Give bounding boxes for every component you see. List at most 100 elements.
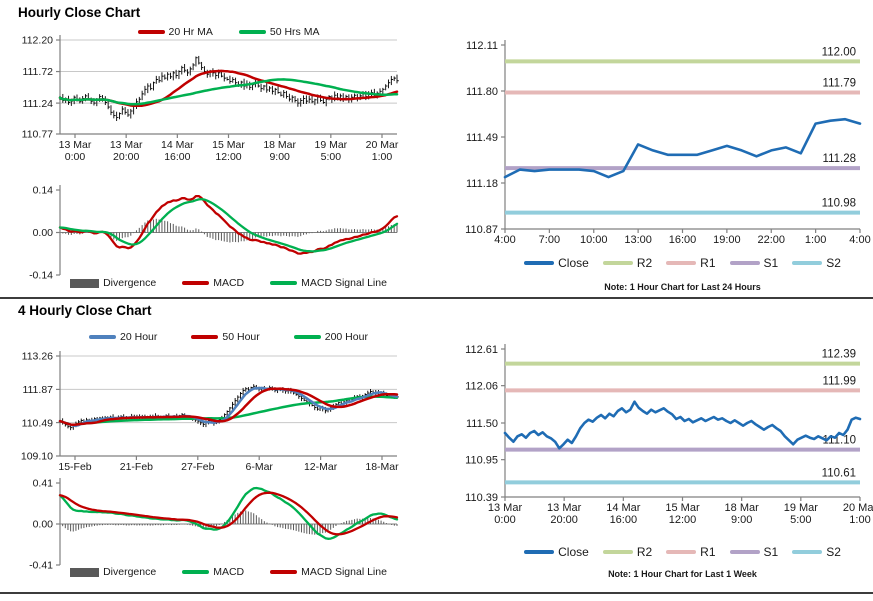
section-divider-bottom: [0, 592, 873, 594]
svg-text:12:00: 12:00: [669, 514, 697, 526]
legend-label: R1: [700, 256, 716, 270]
legend-item-r1: R1: [666, 545, 716, 559]
svg-text:0.00: 0.00: [33, 227, 54, 239]
svg-text:19 Mar: 19 Mar: [784, 502, 819, 514]
bar-swatch-icon: [70, 278, 100, 288]
svg-text:20 Mar: 20 Mar: [366, 139, 399, 151]
legend-label: R1: [700, 545, 716, 559]
svg-text:4:00: 4:00: [494, 234, 515, 246]
svg-text:110.95: 110.95: [465, 455, 498, 467]
legend-label: S2: [826, 256, 841, 270]
svg-text:13 Mar: 13 Mar: [547, 502, 582, 514]
legend-item-r1: R1: [666, 256, 716, 270]
legend-item-200-hour: 200 Hour: [293, 331, 368, 343]
svg-text:5:00: 5:00: [321, 151, 342, 163]
legend-label: MACD: [213, 277, 245, 289]
svg-text:111.18: 111.18: [466, 178, 498, 190]
svg-text:111.87: 111.87: [22, 384, 53, 396]
svg-text:19:00: 19:00: [713, 234, 741, 246]
svg-text:111.50: 111.50: [466, 418, 498, 430]
20-hr-ma-line: [58, 69, 399, 108]
svg-text:15 Mar: 15 Mar: [212, 139, 245, 151]
line-swatch-icon: [182, 570, 210, 574]
legend-item-r2: R2: [602, 545, 652, 559]
legend-item-s1: S1: [729, 545, 779, 559]
pivot-24h-note: Note: 1 Hour Chart for Last 24 Hours: [604, 282, 761, 292]
svg-text:20:00: 20:00: [550, 514, 578, 526]
svg-text:16:00: 16:00: [610, 514, 638, 526]
legend-label: 20 Hr MA: [168, 26, 213, 38]
svg-text:6-Mar: 6-Mar: [245, 461, 273, 473]
svg-text:13 Mar: 13 Mar: [110, 139, 143, 151]
level-label-s2: 110.98: [822, 198, 856, 210]
svg-text:9:00: 9:00: [731, 514, 752, 526]
legend-label: Divergence: [103, 566, 157, 578]
200-hour-line: [58, 395, 399, 427]
legend-item-macd-signal-line: MACD Signal Line: [270, 566, 387, 578]
line-swatch-icon: [270, 570, 298, 574]
svg-text:21-Feb: 21-Feb: [120, 461, 153, 473]
line-swatch-icon: [792, 550, 823, 554]
svg-text:19 Mar: 19 Mar: [314, 139, 347, 151]
hourly-chart-title: Hourly Close Chart: [18, 5, 141, 20]
legend-label: Close: [558, 256, 589, 270]
svg-text:111.49: 111.49: [466, 132, 498, 144]
svg-text:1:00: 1:00: [849, 514, 870, 526]
svg-text:109.10: 109.10: [21, 451, 53, 463]
20-hour-line: [58, 386, 399, 427]
legend-item-close: Close: [524, 256, 589, 270]
level-label-r2: 112.00: [822, 46, 856, 58]
four-hourly-price-legend: 20 Hour 50 Hour 200 Hour: [60, 331, 397, 343]
svg-text:15-Feb: 15-Feb: [58, 461, 91, 473]
svg-text:111.72: 111.72: [22, 66, 53, 78]
pivot-week-note: Note: 1 Hour Chart for Last 1 Week: [608, 569, 757, 579]
level-label-s2: 110.61: [822, 467, 856, 479]
svg-text:112.06: 112.06: [465, 381, 498, 393]
svg-text:10:00: 10:00: [580, 234, 608, 246]
hourly-price-legend: 20 Hr MA 50 Hrs MA: [60, 26, 397, 38]
svg-text:5:00: 5:00: [790, 514, 811, 526]
line-swatch-icon: [89, 335, 117, 339]
svg-text:18 Mar: 18 Mar: [725, 502, 760, 514]
legend-item-close: Close: [524, 545, 589, 559]
legend-label: Close: [558, 545, 589, 559]
line-swatch-icon: [524, 261, 555, 265]
legend-item-divergence: Divergence: [70, 277, 156, 289]
legend-label: S1: [763, 256, 779, 270]
line-swatch-icon: [293, 335, 321, 339]
50-hour-line: [58, 387, 399, 427]
svg-text:13 Mar: 13 Mar: [59, 139, 92, 151]
level-label-r2: 112.39: [822, 349, 856, 361]
svg-text:112.11: 112.11: [466, 40, 498, 52]
line-swatch-icon: [792, 261, 823, 265]
hourly-macd-legend: Divergence MACD MACD Signal Line: [60, 277, 397, 289]
legend-label: MACD: [213, 566, 245, 578]
svg-text:-0.14: -0.14: [29, 270, 53, 282]
svg-text:22:00: 22:00: [757, 234, 785, 246]
legend-item-50-hour: 50 Hour: [191, 331, 260, 343]
legend-label: S2: [826, 545, 841, 559]
svg-text:14 Mar: 14 Mar: [161, 139, 194, 151]
legend-item-20-hour: 20 Hour: [89, 331, 157, 343]
svg-text:110.49: 110.49: [22, 417, 53, 429]
legend-item-20-hr-ma: 20 Hr MA: [137, 26, 213, 38]
svg-text:18 Mar: 18 Mar: [263, 139, 296, 151]
svg-text:7:00: 7:00: [539, 234, 560, 246]
svg-text:15 Mar: 15 Mar: [665, 502, 700, 514]
legend-item-s1: S1: [729, 256, 779, 270]
legend-item-s2: S2: [792, 545, 841, 559]
svg-text:12-Mar: 12-Mar: [304, 461, 338, 473]
legend-item-s2: S2: [792, 256, 841, 270]
svg-text:16:00: 16:00: [669, 234, 697, 246]
legend-item-divergence: Divergence: [70, 566, 156, 578]
legend-item-macd-signal-line: MACD Signal Line: [270, 277, 387, 289]
legend-label: 20 Hour: [120, 331, 158, 343]
svg-text:0.41: 0.41: [33, 478, 54, 490]
line-swatch-icon: [729, 550, 760, 554]
legend-label: S1: [763, 545, 779, 559]
svg-text:-0.41: -0.41: [29, 560, 53, 572]
svg-text:110.77: 110.77: [22, 129, 53, 141]
legend-item-50-hrs-ma: 50 Hrs MA: [238, 26, 319, 38]
